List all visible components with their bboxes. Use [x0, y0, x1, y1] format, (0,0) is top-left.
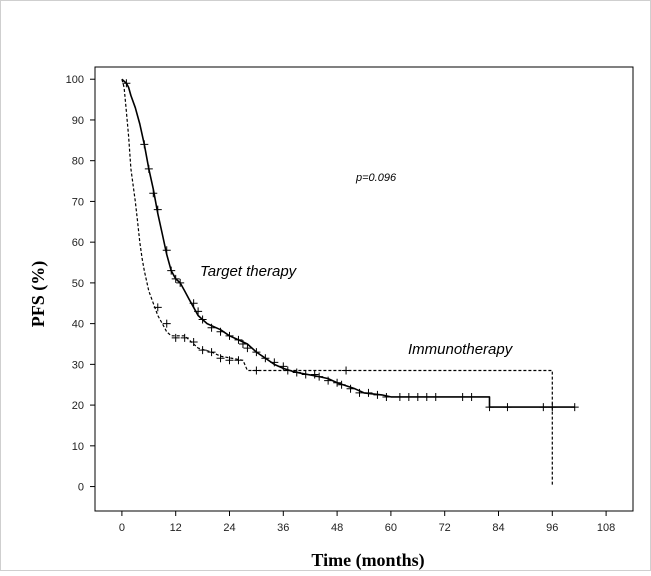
target-therapy-censor-mark — [431, 392, 440, 401]
y-tick-label: 50 — [72, 278, 84, 290]
target-therapy-censor-mark — [283, 366, 292, 375]
immunotherapy-censor-mark — [153, 303, 162, 312]
target-therapy-censor-mark — [149, 189, 158, 198]
immunotherapy-censor-mark — [189, 337, 198, 346]
target-therapy-censor-mark — [539, 403, 548, 412]
target-therapy-censor-mark — [301, 370, 310, 379]
immunotherapy-censor-mark — [198, 346, 207, 355]
target-therapy-censor-mark — [382, 392, 391, 401]
immunotherapy-censor-mark — [342, 366, 351, 375]
target-therapy-censor-mark — [234, 335, 243, 344]
x-tick-label: 72 — [439, 522, 451, 534]
target-therapy-censor-mark — [570, 403, 579, 412]
immunotherapy-censor-mark — [122, 79, 131, 88]
x-tick-label: 0 — [119, 522, 125, 534]
target-therapy-censor-mark — [162, 246, 171, 255]
y-tick-label: 80 — [72, 156, 84, 168]
target-therapy-censor-mark — [467, 392, 476, 401]
y-tick-label: 40 — [72, 319, 84, 331]
target-therapy-censor-mark — [458, 392, 467, 401]
target-therapy-censor-mark — [207, 323, 216, 332]
target-therapy-label: Target therapy — [200, 263, 298, 280]
x-tick-label: 48 — [331, 522, 343, 534]
x-tick-label: 24 — [223, 522, 235, 534]
target-therapy-censor-mark — [140, 140, 149, 149]
immunotherapy-censor-mark — [225, 356, 234, 365]
target-therapy-censor-mark — [261, 354, 270, 363]
target-therapy-censor-mark — [216, 327, 225, 336]
target-therapy-censor-mark — [279, 362, 288, 371]
immunotherapy-censor-mark — [207, 348, 216, 357]
y-tick-label: 0 — [78, 482, 84, 494]
plot-area-border — [94, 66, 634, 512]
x-tick-label: 36 — [277, 522, 289, 534]
immunotherapy-label: Immunotherapy — [408, 341, 514, 358]
x-tick-label: 60 — [385, 522, 397, 534]
target-therapy-censor-mark — [404, 392, 413, 401]
target-therapy-curve — [121, 78, 575, 408]
y-tick-label: 70 — [72, 196, 84, 208]
y-tick-label: 10 — [72, 441, 84, 453]
x-tick-label: 12 — [170, 522, 182, 534]
immunotherapy-censor-mark — [162, 319, 171, 328]
target-therapy-censor-mark — [346, 384, 355, 393]
target-therapy-censor-mark — [270, 358, 279, 367]
target-therapy-censor-mark — [153, 205, 162, 214]
target-therapy-censor-mark — [176, 278, 185, 287]
immunotherapy-censor-mark — [180, 333, 189, 342]
target-therapy-censor-mark — [238, 339, 247, 348]
y-tick-label: 30 — [72, 359, 84, 371]
target-therapy-censor-mark — [198, 315, 207, 324]
target-therapy-censor-mark — [292, 368, 301, 377]
axes: 0 12 24 36 48 60 72 84 96 108 0 10 20 30 40 50 60 70 80 90 1… — [66, 66, 634, 534]
target-therapy-censor-mark — [252, 348, 261, 357]
target-therapy-censor-mark — [324, 376, 333, 385]
target-therapy-censor-mark — [548, 403, 557, 412]
y-tick-label: 100 — [66, 74, 84, 86]
target-therapy-censor-mark — [243, 344, 252, 353]
target-therapy-censor-mark — [373, 390, 382, 399]
y-axis-title: PFS (%) — [28, 261, 49, 328]
target-therapy-censor-mark — [364, 388, 373, 397]
y-tick-label: 20 — [72, 400, 84, 412]
target-therapy-censor-mark — [194, 307, 203, 316]
x-axis-title: Time (months) — [311, 550, 424, 571]
target-therapy-censor-mark — [189, 299, 198, 308]
target-therapy-censor-mark — [337, 380, 346, 389]
immunotherapy-censor-mark — [171, 333, 180, 342]
target-therapy-censor-mark — [422, 392, 431, 401]
x-tick-label: 108 — [597, 522, 615, 534]
target-therapy-censor-mark — [355, 388, 364, 397]
target-therapy-censor-mark — [503, 403, 512, 412]
target-therapy-censor-mark — [171, 274, 180, 283]
target-therapy-censor-mark — [225, 331, 234, 340]
target-therapy-censor-mark — [485, 403, 494, 412]
curves — [121, 78, 575, 487]
x-tick-label: 96 — [546, 522, 558, 534]
p-value-annotation: p=0.096 — [355, 172, 397, 184]
target-therapy-censor-mark — [167, 266, 176, 275]
target-therapy-censor-mark — [333, 378, 342, 387]
target-therapy-censor-mark — [395, 392, 404, 401]
y-tick-label: 60 — [72, 237, 84, 249]
immunotherapy-censor-mark — [216, 354, 225, 363]
immunotherapy-curve — [121, 79, 553, 487]
immunotherapy-censor-mark — [252, 366, 261, 375]
target-therapy-censor-mark — [413, 392, 422, 401]
target-therapy-censor-mark — [310, 370, 319, 379]
y-tick-label: 90 — [72, 115, 84, 127]
censor-marks — [122, 79, 579, 412]
target-therapy-censor-mark — [315, 372, 324, 381]
immunotherapy-censor-mark — [234, 356, 243, 365]
target-therapy-censor-mark — [144, 164, 153, 173]
x-tick-label: 84 — [492, 522, 504, 534]
